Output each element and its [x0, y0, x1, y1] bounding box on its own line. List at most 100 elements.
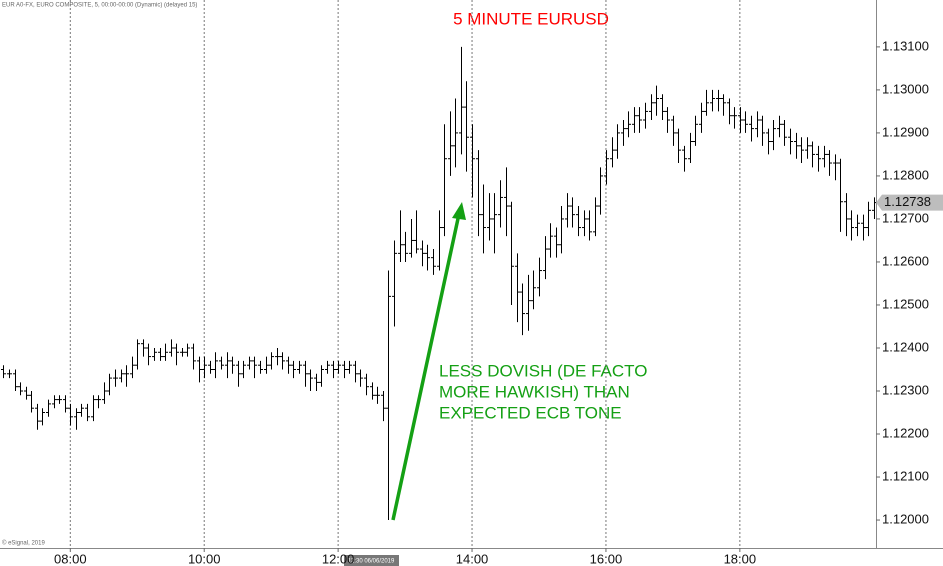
ohlc-bar [844, 193, 849, 237]
ohlc-bar [425, 244, 430, 271]
ohlc-bar [57, 395, 62, 404]
cursor-label: 12:30 06/06/2019 [348, 559, 395, 565]
ohlc-bar [682, 145, 687, 172]
ohlc-bar [448, 111, 453, 176]
ohlc-bar [565, 193, 570, 228]
last-price-box [876, 194, 943, 211]
ohlc-bar [699, 102, 704, 133]
ohlc-bar [13, 369, 18, 391]
ohlc-bar [169, 339, 174, 357]
ohlc-bar [91, 395, 96, 422]
ohlc-bar [716, 89, 721, 112]
ohlc-bar [63, 395, 68, 413]
ohlc-bar [347, 360, 352, 374]
ohlc-bar [370, 382, 375, 400]
ohlc-bar [771, 120, 776, 151]
arrow-head [452, 202, 466, 220]
ohlc-bar [593, 197, 598, 237]
ohlc-bar [626, 111, 631, 138]
ohlc-bar [1, 365, 6, 379]
ohlc-bar [866, 201, 871, 237]
ohlc-bar [225, 352, 230, 379]
ohlc-bar [319, 365, 324, 387]
x-tick-label: 14:00 [456, 551, 489, 566]
ohlc-bar [548, 223, 553, 258]
ohlc-bar [755, 111, 760, 138]
ohlc-bar [688, 132, 693, 164]
ohlc-bar [247, 356, 252, 370]
ohlc-bar [40, 408, 45, 426]
x-tick-label: 12:00 [322, 551, 355, 566]
ohlc-bar [264, 356, 269, 374]
ohlc-bar [732, 107, 737, 129]
ohlc-bar [85, 403, 90, 422]
ohlc-bar [303, 360, 308, 387]
ohlc-bar [353, 360, 358, 383]
y-tick-label: 1.12900 [882, 124, 929, 139]
y-tick-label: 1.13100 [882, 38, 929, 53]
ohlc-bar [570, 197, 575, 228]
ohlc-bar [258, 360, 263, 374]
ohlc-bar [185, 343, 190, 357]
y-tick-label: 1.12700 [882, 210, 929, 225]
ohlc-bar [487, 193, 492, 241]
ohlc-bar [721, 94, 726, 116]
ohlc-bar [342, 360, 347, 379]
ohlc-bar [191, 343, 196, 370]
ohlc-bar [163, 343, 168, 361]
ohlc-bar [782, 120, 787, 146]
ohlc-bar [403, 231, 408, 262]
ohlc-bar [230, 356, 235, 374]
ohlc-bar [102, 382, 107, 404]
ohlc-bar [760, 115, 765, 146]
annotation-line: MORE HAWKISH) THAN [439, 382, 630, 401]
ohlc-bar [252, 356, 257, 379]
ohlc-bar [543, 236, 548, 280]
last-price-label: 1.12738 [884, 194, 931, 209]
ohlc-bar [414, 210, 419, 254]
ohlc-bar [476, 150, 481, 237]
ohlc-bar [509, 201, 514, 305]
ohlc-bar [559, 206, 564, 254]
ohlc-bar [649, 94, 654, 121]
ohlc-bar [314, 373, 319, 391]
ohlc-bar [364, 373, 369, 396]
ohlc-bar [660, 94, 665, 121]
ohlc-bar [269, 352, 274, 370]
ohlc-bar [74, 408, 79, 430]
ohlc-bar [24, 386, 29, 400]
ohlc-bar [386, 270, 391, 521]
ohlc-bar [632, 107, 637, 133]
ohlc-bar [280, 352, 285, 370]
ohlc-bar [470, 124, 475, 198]
ohlc-bar [637, 107, 642, 133]
ohlc-bar [124, 365, 129, 387]
ohlc-bar [816, 145, 821, 172]
ohlc-bar [849, 210, 854, 241]
arrow-shaft [391, 213, 461, 521]
ohlc-bar [297, 360, 302, 374]
ohlc-bar [437, 210, 442, 271]
ohlc-bar [398, 210, 403, 262]
ohlc-bar [654, 85, 659, 116]
ohlc-bar [710, 89, 715, 112]
ohlc-bar [219, 356, 224, 370]
y-tick-label: 1.12300 [882, 382, 929, 397]
ohlc-bar [409, 218, 414, 258]
x-tick-label: 16:00 [590, 551, 623, 566]
ohlc-bar [526, 274, 531, 331]
ohlc-bar [79, 403, 84, 417]
ohlc-bar [587, 210, 592, 241]
ohlc-bar [504, 167, 509, 237]
ohlc-bar [375, 386, 380, 404]
ohlc-bar [442, 124, 447, 237]
ohlc-bar [275, 347, 280, 366]
ohlc-bar [766, 128, 771, 155]
y-tick-label: 1.12000 [882, 511, 929, 526]
ohlc-bar [604, 150, 609, 185]
plot-area [1, 0, 877, 548]
ohlc-bar [130, 356, 135, 379]
ohlc-bar [336, 360, 341, 374]
